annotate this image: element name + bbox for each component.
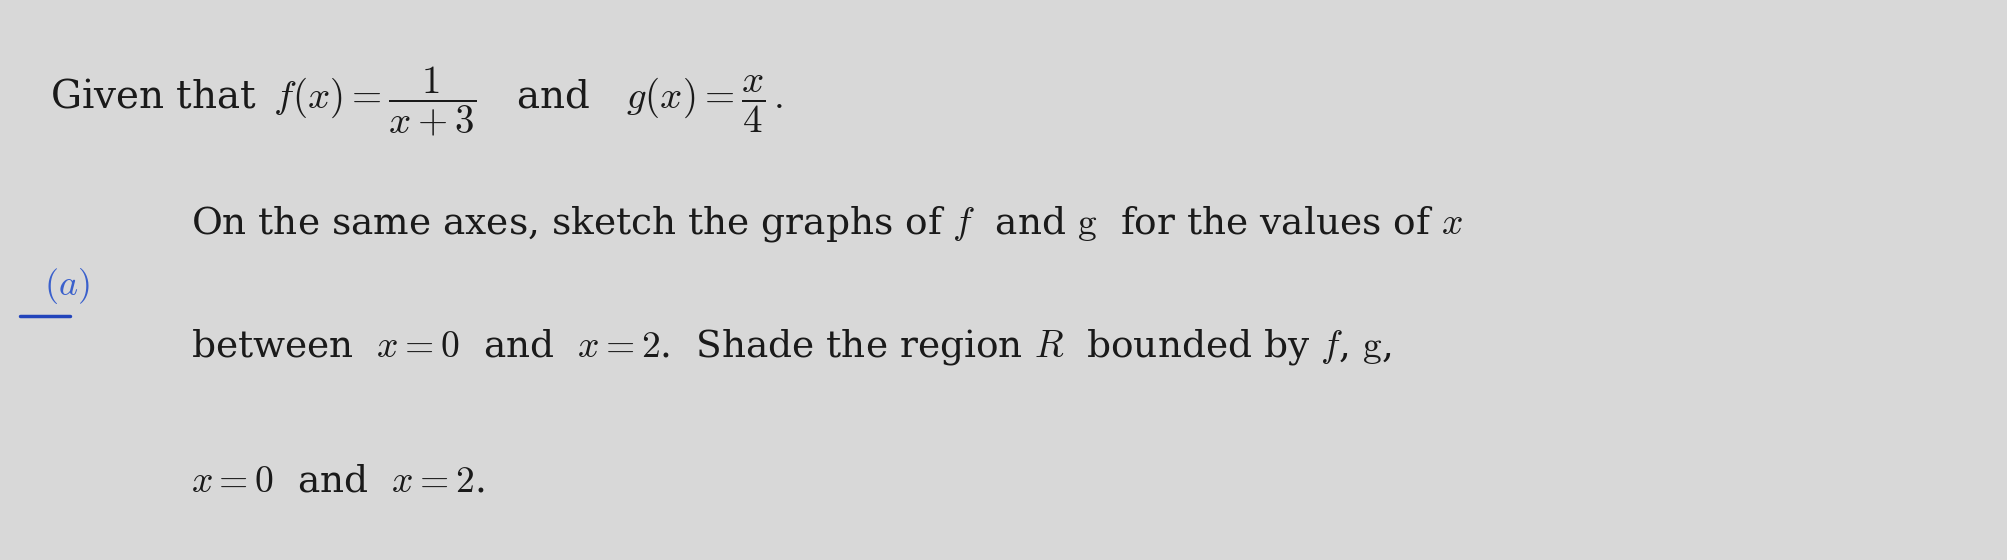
Text: On the same axes, sketch the graphs of $f$  and $\mathrm{g}$  for the values of : On the same axes, sketch the graphs of $… bbox=[191, 204, 1461, 244]
Text: $\mathit{(a)}$: $\mathit{(a)}$ bbox=[44, 265, 90, 306]
Text: between  $x=0$  and  $x=2$.  Shade the region $R$  bounded by $f$, $\mathrm{g}$,: between $x=0$ and $x=2$. Shade the regio… bbox=[191, 327, 1391, 367]
Text: Given that $\,f(x)=\dfrac{1}{x+3}$   and   $g(x)=\dfrac{x}{4}\,.$: Given that $\,f(x)=\dfrac{1}{x+3}$ and $… bbox=[50, 64, 783, 138]
Text: $x=0$  and  $x=2$.: $x=0$ and $x=2$. bbox=[191, 464, 484, 500]
